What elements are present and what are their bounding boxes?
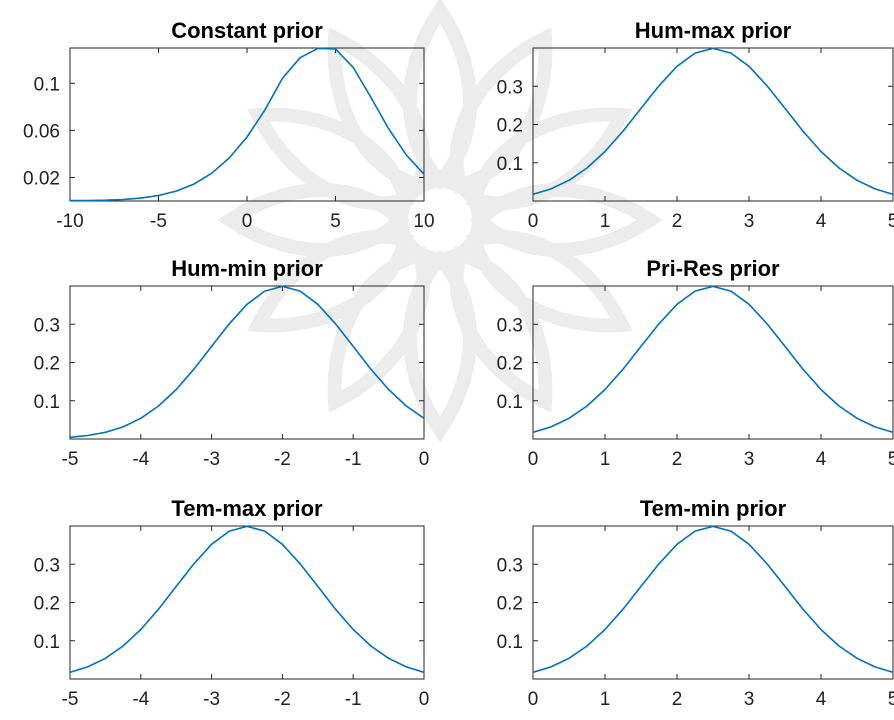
x-tick-label: -2 bbox=[274, 689, 291, 710]
x-tick-label: 3 bbox=[744, 449, 755, 470]
x-tick-label: -3 bbox=[203, 449, 220, 470]
subplot-title: Tem-max prior bbox=[171, 496, 323, 521]
axes-box bbox=[69, 47, 425, 202]
x-tick-label: -4 bbox=[132, 449, 149, 470]
x-tick-label: -2 bbox=[274, 449, 291, 470]
x-tick-label: -5 bbox=[150, 211, 167, 232]
subplot-3: Hum-min prior -5 -4 -3 -2 -1 0 0.1 0.2 0.3 bbox=[34, 256, 430, 470]
series-line bbox=[69, 47, 425, 202]
series-line bbox=[532, 525, 894, 674]
axes-box bbox=[532, 525, 894, 680]
x-tick-label: 3 bbox=[744, 689, 755, 710]
subplot-5: Tem-max prior -5 -4 -3 -2 -1 0 0.1 0.2 0.3 bbox=[34, 496, 430, 710]
x-tick-label: -3 bbox=[203, 689, 220, 710]
subplot-title: Tem-min prior bbox=[640, 496, 787, 521]
x-tick-label: 0 bbox=[419, 689, 430, 710]
subplot-6: Tem-min prior 0 1 2 3 4 5 0.1 0.2 0.3 bbox=[497, 496, 894, 710]
y-tick-label: 0.3 bbox=[497, 315, 523, 336]
subplot-title: Pri-Res prior bbox=[646, 256, 780, 281]
x-tick-label: 1 bbox=[600, 449, 611, 470]
y-tick-label: 0.3 bbox=[34, 555, 60, 576]
x-tick-label: 4 bbox=[816, 689, 827, 710]
x-tick-label: 4 bbox=[816, 449, 827, 470]
x-tick-label: 10 bbox=[413, 211, 434, 232]
x-tick-label: 0 bbox=[528, 211, 539, 232]
y-tick-label: 0.3 bbox=[497, 77, 523, 98]
subplot-title: Hum-max prior bbox=[635, 18, 792, 43]
x-tick-label: -4 bbox=[132, 689, 149, 710]
x-tick-label: 2 bbox=[672, 689, 683, 710]
y-tick-label: 0.1 bbox=[34, 392, 60, 413]
x-tick-label: 1 bbox=[600, 211, 611, 232]
series-line bbox=[532, 47, 894, 196]
x-tick-label: 5 bbox=[330, 211, 341, 232]
x-tick-label: 2 bbox=[672, 211, 683, 232]
x-tick-label: 5 bbox=[888, 689, 894, 710]
x-tick-label: 0 bbox=[242, 211, 253, 232]
axes-box bbox=[69, 285, 425, 440]
series-line bbox=[69, 285, 425, 439]
y-tick-label: 0.1 bbox=[34, 74, 60, 95]
y-tick-label: 0.2 bbox=[34, 594, 60, 615]
x-tick-label: 0 bbox=[528, 689, 539, 710]
x-tick-label: -10 bbox=[56, 211, 83, 232]
series-line bbox=[532, 285, 894, 434]
x-tick-label: 0 bbox=[528, 449, 539, 470]
y-tick-label: 0.02 bbox=[23, 168, 60, 189]
x-tick-label: 1 bbox=[600, 689, 611, 710]
x-tick-label: 0 bbox=[419, 449, 430, 470]
x-tick-label: 5 bbox=[888, 449, 894, 470]
y-tick-label: 0.06 bbox=[23, 121, 60, 142]
y-tick-label: 0.2 bbox=[497, 354, 523, 375]
x-tick-label: -5 bbox=[62, 449, 79, 470]
y-tick-label: 0.2 bbox=[34, 354, 60, 375]
axes-box bbox=[69, 525, 425, 680]
x-tick-label: -1 bbox=[345, 689, 362, 710]
subplot-2: Hum-max prior 0 1 2 3 4 5 0.1 0.2 0.3 bbox=[497, 18, 894, 232]
series-line bbox=[69, 525, 425, 674]
axes-box bbox=[532, 47, 894, 202]
subplot-title: Constant prior bbox=[171, 18, 323, 43]
y-tick-label: 0.2 bbox=[497, 594, 523, 615]
y-tick-label: 0.3 bbox=[34, 315, 60, 336]
subplot-1: Constant prior -10 -5 0 5 10 0.02 0.06 0.1 bbox=[23, 18, 435, 232]
y-tick-label: 0.2 bbox=[497, 116, 523, 137]
axes-box bbox=[532, 285, 894, 440]
x-tick-label: 2 bbox=[672, 449, 683, 470]
y-tick-label: 0.1 bbox=[34, 632, 60, 653]
x-tick-label: -1 bbox=[345, 449, 362, 470]
x-tick-label: 4 bbox=[816, 211, 827, 232]
x-tick-label: 3 bbox=[744, 211, 755, 232]
y-tick-label: 0.1 bbox=[497, 154, 523, 175]
y-tick-label: 0.1 bbox=[497, 392, 523, 413]
y-tick-label: 0.1 bbox=[497, 632, 523, 653]
x-tick-label: -5 bbox=[62, 689, 79, 710]
subplot-4: Pri-Res prior 0 1 2 3 4 5 0.1 0.2 0.3 bbox=[497, 256, 894, 470]
subplot-title: Hum-min prior bbox=[171, 256, 323, 281]
y-tick-label: 0.3 bbox=[497, 555, 523, 576]
x-tick-label: 5 bbox=[888, 211, 894, 232]
